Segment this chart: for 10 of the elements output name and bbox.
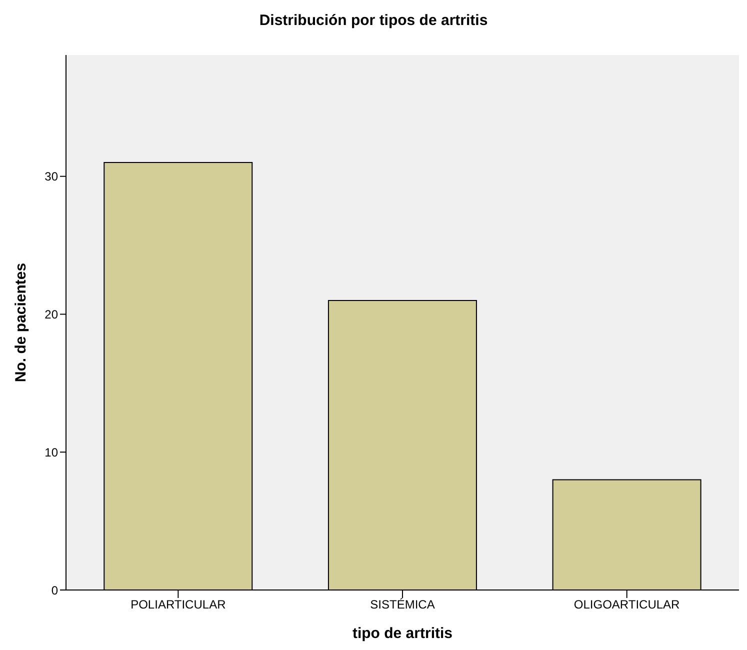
y-tick-label: 30: [44, 170, 58, 184]
chart-title: Distribución por tipos de artritis: [258, 12, 489, 29]
x-tick-label: SISTÉMICA: [370, 598, 435, 612]
x-tick-label: POLIARTICULAR: [130, 598, 226, 612]
y-tick-label: 0: [51, 583, 58, 598]
y-tick-label: 20: [44, 307, 58, 322]
y-axis-title: No. de pacientes: [12, 262, 30, 382]
x-axis-title: tipo de artritis: [352, 625, 453, 642]
x-tick-label: OLIGOARTICULAR: [574, 598, 680, 612]
y-tick-label: 10: [44, 445, 58, 460]
